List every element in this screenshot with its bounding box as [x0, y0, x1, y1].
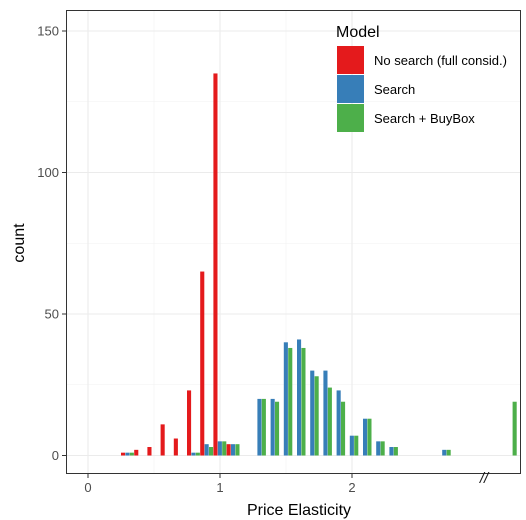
- bar-search: [323, 370, 328, 456]
- bar-no-search: [134, 449, 139, 456]
- bar-search-buybox: [314, 376, 319, 456]
- bar-search-buybox: [209, 447, 214, 456]
- y-tick-label: 0: [52, 448, 59, 463]
- bar-search-buybox: [275, 401, 280, 456]
- bar-no-search: [200, 271, 205, 456]
- axis-break-mark: //: [479, 470, 490, 487]
- bar-search-buybox: [129, 452, 134, 456]
- bar-search: [191, 452, 196, 456]
- bar-no-search: [173, 438, 178, 456]
- y-tick-label: 100: [37, 165, 59, 180]
- bars: [121, 73, 517, 456]
- bar-no-search: [213, 73, 218, 456]
- bar-search-buybox: [341, 401, 346, 456]
- bar-search-buybox: [380, 441, 385, 456]
- bar-search: [257, 398, 262, 456]
- y-tick-label: 150: [37, 24, 59, 39]
- x-tick-label: 1: [216, 480, 223, 495]
- bar-search-buybox: [288, 347, 293, 456]
- bar-search: [376, 441, 381, 456]
- bar-search: [310, 370, 315, 456]
- legend-label: Search + BuyBox: [374, 111, 475, 126]
- bar-search: [336, 390, 341, 456]
- bar-search: [217, 441, 222, 456]
- bar-no-search: [226, 444, 231, 456]
- bar-search: [283, 342, 288, 456]
- x-tick-label: 2: [348, 480, 355, 495]
- bar-search-buybox: [301, 347, 306, 456]
- bar-search-buybox: [327, 387, 332, 456]
- bar-no-search: [187, 390, 192, 456]
- bar-search-buybox: [446, 449, 451, 456]
- bar-search-buybox: [367, 418, 372, 456]
- bar-no-search: [147, 447, 152, 456]
- x-axis-title: Price Elasticity: [247, 502, 351, 519]
- bar-search: [297, 339, 302, 456]
- legend-key: [337, 75, 364, 103]
- bar-search: [125, 452, 130, 456]
- grid: [66, 10, 521, 474]
- bar-search-buybox: [393, 447, 398, 456]
- bar-no-search: [121, 452, 126, 456]
- x-tick-label: 0: [84, 480, 91, 495]
- legend: Model No search (full consid.) Search Sear…: [336, 24, 507, 132]
- bar-search-buybox: [195, 452, 200, 456]
- bar-search: [442, 449, 447, 456]
- bar-search: [349, 435, 354, 456]
- bar-search: [389, 447, 394, 456]
- bar-search: [231, 444, 236, 456]
- legend-label: No search (full consid.): [374, 53, 507, 68]
- y-axis-title: count: [11, 223, 28, 263]
- bar-search: [204, 444, 209, 456]
- bar-search-buybox: [222, 441, 227, 456]
- bar-search-buybox: [354, 435, 359, 456]
- legend-key: [337, 46, 364, 74]
- panel-border: [66, 10, 521, 474]
- legend-key: [337, 104, 364, 132]
- bar-search: [363, 418, 368, 456]
- bar-search-buybox: [235, 444, 240, 456]
- bar-search-buybox: [261, 398, 266, 456]
- legend-title: Model: [336, 24, 380, 41]
- legend-label: Search: [374, 82, 415, 97]
- y-tick-label: 50: [45, 307, 59, 322]
- axis-ticks: 0 50 100 150 0 1 2: [37, 24, 355, 496]
- bar-search-buybox: [512, 401, 517, 456]
- bar-no-search: [160, 424, 165, 456]
- bar-search: [270, 398, 275, 456]
